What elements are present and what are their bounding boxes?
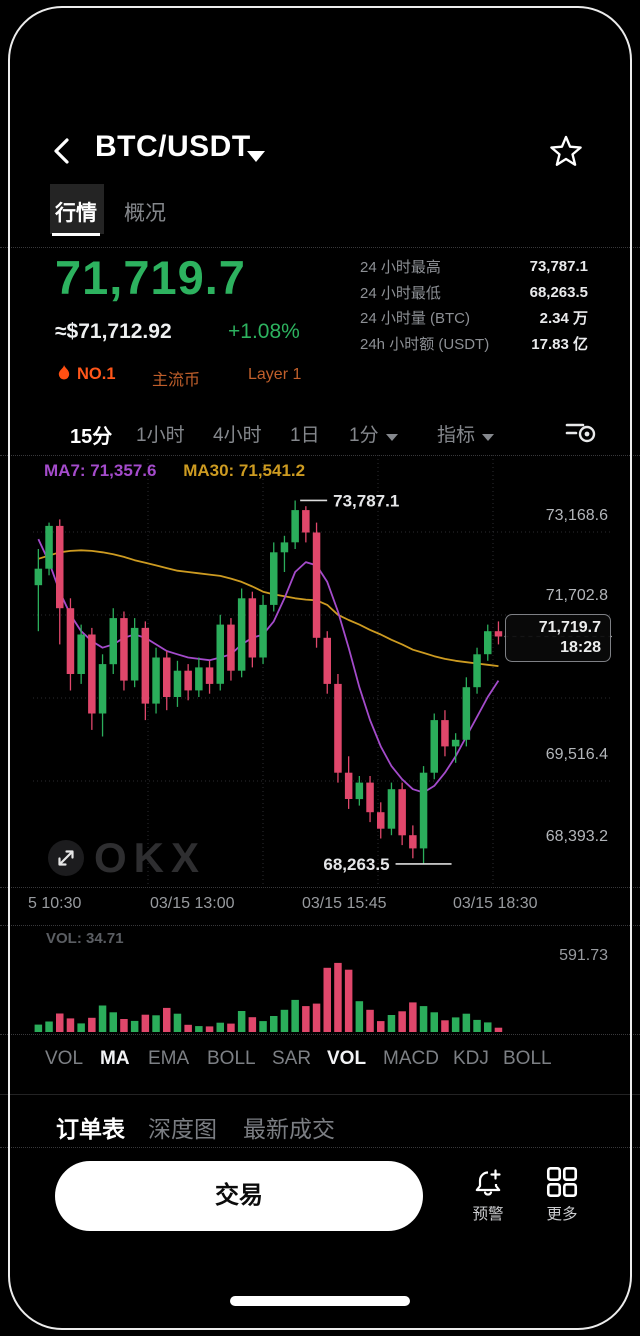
flame-icon [58, 365, 70, 380]
indicator-tab-ma-1[interactable]: MA [100, 1048, 130, 1069]
indicator-tab-boll-3[interactable]: BOLL [207, 1048, 256, 1069]
indicator-tab-ema-2[interactable]: EMA [148, 1048, 190, 1069]
chart-settings-icon[interactable] [565, 418, 597, 446]
timeframe-1日[interactable]: 1日 [290, 425, 320, 446]
stat-value: 68,263.5 [529, 283, 588, 301]
divider [0, 247, 640, 248]
ma-labels: MA7: 71,357.6 MA30: 71,541.2 [44, 461, 305, 481]
y-axis-label: 69,516.4 [545, 746, 608, 763]
more-grid-icon[interactable] [546, 1166, 578, 1198]
tab-active-underline [52, 233, 100, 236]
timeframe-15分[interactable]: 15分 [70, 426, 113, 448]
indicator-tab-macd-6[interactable]: MACD [383, 1048, 439, 1069]
x-axis-label: 03/15 18:30 [453, 895, 538, 912]
pair-title[interactable]: BTC/USDT [95, 130, 251, 163]
alert-label[interactable]: 预警 [472, 1206, 504, 1223]
volume-axis-max: 591.73 [559, 947, 608, 964]
x-axis-label: 03/15 15:45 [302, 895, 387, 912]
last-price-badge: 71,719.7 18:28 [505, 613, 611, 662]
stats-block: 24 小时最高 73,787.1 24 小时最低 68,263.5 24 小时量 (BT… [360, 254, 588, 356]
tab-order-book[interactable]: 订单表 [56, 1116, 125, 1142]
timeframe-1分[interactable]: 1分 [349, 420, 398, 447]
expand-arrows-icon [58, 850, 74, 866]
y-axis-label: 68,393.2 [545, 828, 608, 845]
badge-price: 71,719.7 [538, 618, 601, 636]
tab-depth-chart[interactable]: 深度图 [148, 1116, 217, 1142]
divider [0, 455, 640, 456]
stat-value: 2.34 万 [539, 310, 588, 328]
back-button[interactable] [48, 134, 76, 168]
timeframe-指标[interactable]: 指标 [437, 420, 495, 447]
x-axis-label: 5 10:30 [28, 895, 82, 912]
home-indicator [230, 1296, 410, 1306]
tab-market[interactable]: 行情 [55, 202, 97, 225]
change-percent: +1.08% [228, 320, 300, 343]
badge-time: 18:28 [560, 638, 601, 656]
stat-value: 73,787.1 [529, 258, 588, 276]
tab-overview[interactable]: 概况 [124, 202, 166, 225]
indicator-tab-vol-0[interactable]: VOL [45, 1048, 84, 1069]
indicator-tab-sar-4[interactable]: SAR [272, 1048, 312, 1069]
chevron-left-icon [54, 138, 69, 164]
indicator-tab-vol-5[interactable]: VOL [327, 1048, 367, 1069]
divider [0, 1147, 640, 1148]
more-label[interactable]: 更多 [546, 1206, 578, 1223]
timeframe-4小时[interactable]: 4小时 [213, 425, 262, 446]
timeframe-1小时[interactable]: 1小时 [136, 425, 185, 446]
y-axis-label: 71,702.8 [545, 587, 608, 604]
svg-text:73,787.1: 73,787.1 [333, 491, 399, 510]
svg-text:68,263.5: 68,263.5 [323, 855, 389, 874]
favorite-star-icon[interactable] [548, 133, 584, 169]
alert-bell-plus-icon[interactable] [472, 1166, 504, 1198]
pair-dropdown-caret-icon[interactable] [247, 151, 265, 162]
divider [0, 925, 640, 926]
y-axis-label: 73,168.6 [545, 507, 608, 524]
trade-button[interactable]: 交易 [55, 1161, 423, 1231]
tag-layer1[interactable]: Layer 1 [248, 366, 302, 383]
stat-label: 24 小时最高 [360, 259, 441, 277]
divider [0, 887, 640, 888]
tab-highlight [50, 184, 104, 234]
stat-value: 17.83 亿 [531, 335, 588, 353]
fiat-price: ≈$71,712.92 [55, 320, 172, 343]
stat-label: 24 小时最低 [360, 284, 441, 302]
stat-label: 24h 小时额 (USDT) [360, 335, 490, 353]
tab-latest-trades[interactable]: 最新成交 [243, 1116, 335, 1142]
caret-down-icon [482, 434, 495, 441]
ma7-label: MA7: 71,357.6 [44, 461, 157, 480]
stat-row: 24 小时最高 73,787.1 [360, 254, 588, 280]
stat-row: 24h 小时额 (USDT) 17.83 亿 [360, 331, 588, 357]
stat-label: 24 小时量 (BTC) [360, 310, 471, 328]
caret-down-icon [385, 434, 398, 441]
stat-row: 24 小时最低 68,263.5 [360, 280, 588, 306]
stat-row: 24 小时量 (BTC) 2.34 万 [360, 305, 588, 331]
last-price: 71,719.7 [55, 251, 246, 304]
x-axis-label: 03/15 13:00 [150, 895, 235, 912]
indicator-tab-kdj-7[interactable]: KDJ [453, 1048, 489, 1069]
divider [0, 1094, 640, 1095]
tag-mainstream[interactable]: 主流币 [152, 372, 201, 389]
divider [0, 1034, 640, 1035]
rank-badge[interactable]: NO.1 [77, 365, 116, 383]
indicator-tab-boll-8[interactable]: BOLL [503, 1048, 552, 1069]
okx-watermark: OKX [94, 834, 207, 881]
volume-current-label: VOL: 34.71 [46, 930, 124, 947]
candlestick-chart[interactable]: 73,787.1 68,263.5 [0, 455, 640, 1035]
ma30-label: MA30: 71,541.2 [183, 461, 306, 480]
expand-chart-button[interactable] [48, 840, 84, 876]
